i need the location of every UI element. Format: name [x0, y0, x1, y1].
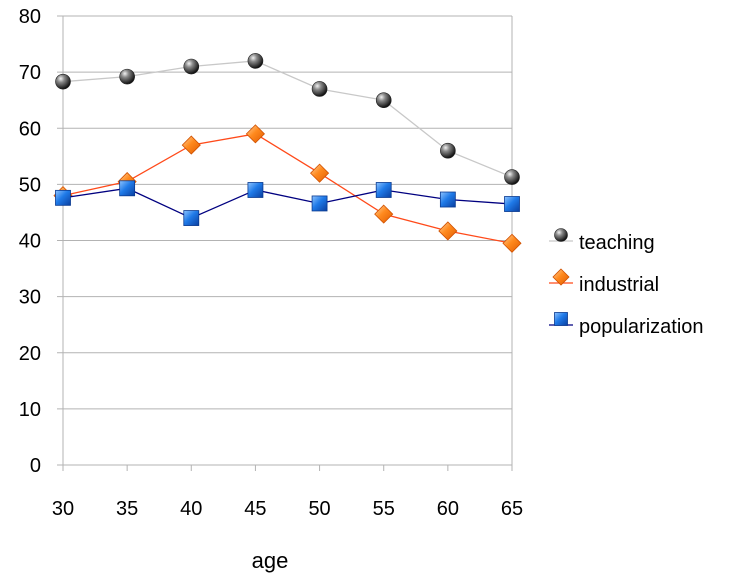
data-point-teaching-50: [311, 81, 328, 97]
legend-marker: [554, 228, 568, 242]
data-point-industrial-50: [310, 163, 330, 183]
data-point-teaching-35: [119, 68, 135, 85]
legend: teaching industrial popularization: [549, 228, 704, 338]
tick-labels: 0 10 20 30 40 50 60 70 80 30 35 40 45 50 55 60 65: [19, 6, 523, 520]
grid: [63, 15, 512, 410]
data-point-teaching-55: [375, 92, 392, 108]
legend-label: popularization: [579, 316, 704, 338]
data-point-teaching-45: [247, 53, 264, 69]
data-point-popularization-60: [439, 191, 456, 208]
legend-item-teaching: teaching: [549, 228, 655, 254]
data-point-industrial-60: [438, 221, 458, 241]
legend-item-popularization: popularization: [549, 312, 704, 338]
data-point-popularization-65: [504, 196, 520, 212]
y-tick-label: 40: [19, 231, 41, 253]
y-tick-label: 60: [19, 118, 41, 140]
x-axis-title: age: [252, 548, 289, 573]
data-point-teaching-30: [55, 73, 71, 90]
axes: [57, 15, 513, 471]
y-tick-label: 10: [19, 399, 41, 421]
x-tick-label: 40: [180, 498, 202, 520]
x-tick-label: 50: [308, 498, 330, 520]
series-line-teaching: [62, 60, 513, 178]
data-point-popularization-40: [183, 210, 200, 226]
y-tick-label: 30: [19, 287, 41, 309]
x-tick-label: 55: [373, 498, 395, 520]
data-point-teaching-60: [440, 142, 456, 159]
series-line-industrial: [62, 133, 513, 244]
data-point-industrial-55: [374, 204, 394, 224]
data-point-popularization-45: [247, 182, 264, 198]
x-tick-label: 65: [501, 498, 523, 520]
legend-marker: [552, 268, 570, 286]
y-tick-label: 70: [19, 62, 41, 84]
data-point-industrial-40: [181, 135, 201, 155]
data-point-popularization-55: [375, 182, 392, 198]
y-tick-label: 20: [19, 343, 41, 365]
legend-label: industrial: [579, 274, 659, 296]
legend-item-industrial: industrial: [549, 268, 659, 296]
legend-label: teaching: [579, 232, 655, 254]
y-tick-label: 80: [19, 6, 41, 28]
x-tick-label: 60: [437, 498, 459, 520]
series-line-popularization: [62, 187, 513, 219]
series-area: [53, 53, 522, 253]
x-tick-label: 30: [52, 498, 74, 520]
data-point-popularization-30: [55, 189, 71, 206]
data-point-teaching-40: [183, 58, 200, 75]
x-tick-label: 35: [116, 498, 138, 520]
data-point-industrial-65: [502, 233, 522, 253]
legend-marker: [554, 312, 568, 326]
y-tick-label: 50: [19, 174, 41, 196]
data-point-popularization-35: [119, 180, 136, 197]
data-point-popularization-50: [311, 195, 328, 212]
data-point-industrial-45: [245, 124, 265, 144]
x-tick-label: 45: [244, 498, 266, 520]
y-tick-label: 0: [30, 455, 41, 477]
data-point-teaching-65: [504, 169, 520, 185]
